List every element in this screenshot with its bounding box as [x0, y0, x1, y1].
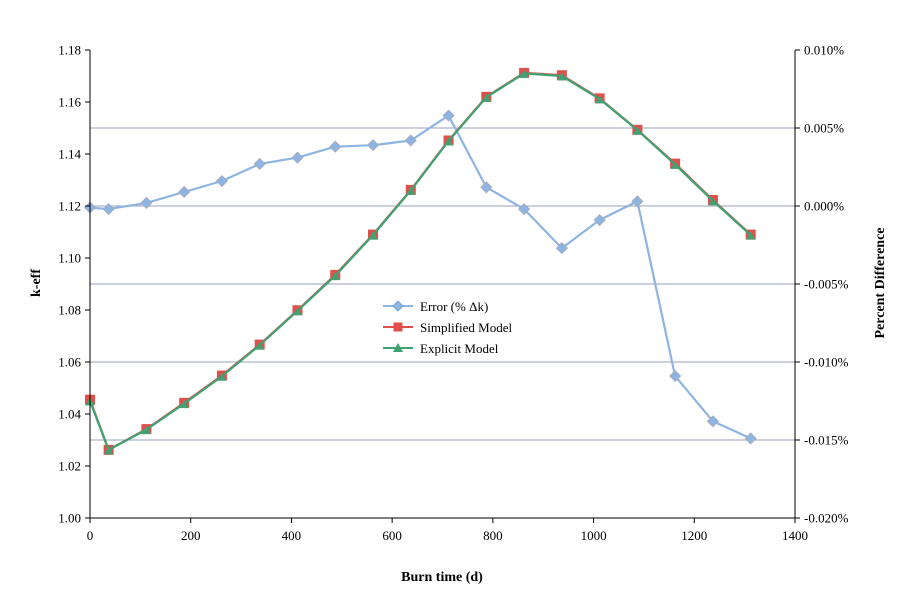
legend-label-simplified: Simplified Model [420, 320, 512, 335]
data-point-diamond [669, 369, 682, 383]
data-point-triangle [255, 341, 265, 350]
y2-tick-label: -0.005% [804, 277, 849, 292]
data-point-diamond [593, 213, 606, 227]
y-axis-title: k-eff [29, 269, 44, 297]
series-line-0 [89, 114, 752, 440]
data-point-triangle [481, 93, 491, 102]
data-point-triangle [330, 272, 340, 281]
data-point-triangle [708, 197, 718, 206]
y2-tick-label: 0.010% [804, 43, 844, 58]
data-point-triangle [632, 126, 642, 135]
legend-label-error: Error (% Δk) [420, 299, 488, 314]
data-point-triangle [519, 69, 529, 78]
legend-marker-square [393, 322, 403, 332]
y2-tick-label: -0.015% [804, 433, 849, 448]
data-point-triangle [595, 95, 605, 104]
legend-item-error: Error (% Δk) [383, 299, 488, 314]
data-point-diamond [253, 157, 266, 170]
y-tick-label: 1.02 [58, 459, 81, 474]
legend-item-explicit: Explicit Model [383, 341, 499, 356]
data-point-triangle [104, 446, 114, 455]
series-line-1 [88, 71, 752, 451]
data-point-triangle [217, 372, 227, 381]
x-tick-label: 1000 [581, 528, 607, 543]
data-point-triangle [670, 160, 680, 169]
x-tick-label: 600 [382, 528, 402, 543]
y2-tick-label: -0.010% [804, 355, 849, 370]
y-tick-label: 1.14 [58, 147, 81, 162]
legend-marker-triangle [393, 343, 403, 352]
x-tick-label: 800 [483, 528, 503, 543]
x-tick-label: 1200 [681, 528, 707, 543]
data-point-diamond [555, 242, 568, 255]
data-point-triangle [557, 72, 567, 81]
y-tick-label: 1.16 [58, 95, 81, 110]
x-tick-label: 1400 [782, 528, 808, 543]
data-point-diamond [518, 203, 531, 216]
axes-layer: 1.00 1.02 1.04 1.06 1.08 1.10 1.12 1.14 1.16 1.18… [58, 43, 848, 544]
y-tick-label: 1.04 [58, 407, 81, 422]
data-point-triangle [746, 231, 756, 240]
data-point-diamond [480, 181, 493, 194]
data-point-triangle [179, 400, 189, 409]
data-point-diamond [442, 109, 455, 122]
data-point-triangle [292, 307, 302, 316]
legend-label-explicit: Explicit Model [420, 341, 499, 356]
data-point-triangle [368, 231, 378, 240]
data-point-diamond [291, 151, 304, 164]
legend: Error (% Δk) Simplified Model Explicit M… [383, 299, 512, 356]
y-tick-label: 1.08 [58, 303, 81, 318]
data-point-diamond [329, 140, 342, 153]
y-tick-label: 1.10 [58, 251, 81, 266]
x-tick-label: 400 [282, 528, 302, 543]
gridlines [90, 127, 795, 441]
y-tick-label: 1.00 [58, 511, 81, 526]
data-point-diamond [744, 432, 757, 445]
legend-marker-diamond [392, 300, 404, 312]
data-point-triangle [444, 137, 454, 146]
data-point-diamond [178, 185, 191, 199]
y2-tick-label: 0.000% [804, 199, 844, 214]
data-point-diamond [366, 139, 380, 152]
data-point-triangle [141, 426, 151, 435]
data-point-diamond [215, 174, 229, 188]
y-tick-label: 1.12 [58, 199, 81, 214]
y-tick-label: 1.18 [58, 43, 81, 58]
data-point-diamond [706, 415, 719, 428]
series-layer [83, 67, 757, 455]
x-tick-label: 0 [87, 528, 94, 543]
data-point-diamond [140, 196, 153, 209]
data-point-diamond [102, 203, 115, 216]
legend-item-simplified: Simplified Model [383, 320, 512, 335]
data-point-diamond [404, 134, 417, 147]
y2-axis-title: Percent Difference [873, 227, 888, 338]
y2-tick-label: 0.005% [804, 121, 844, 136]
data-point-diamond [631, 195, 644, 208]
y2-tick-label: -0.020% [804, 511, 849, 526]
data-point-triangle [406, 186, 416, 195]
x-axis-title: Burn time (d) [401, 570, 483, 585]
y-tick-label: 1.06 [58, 355, 81, 370]
series-line-2 [88, 72, 752, 451]
x-tick-label: 200 [181, 528, 201, 543]
